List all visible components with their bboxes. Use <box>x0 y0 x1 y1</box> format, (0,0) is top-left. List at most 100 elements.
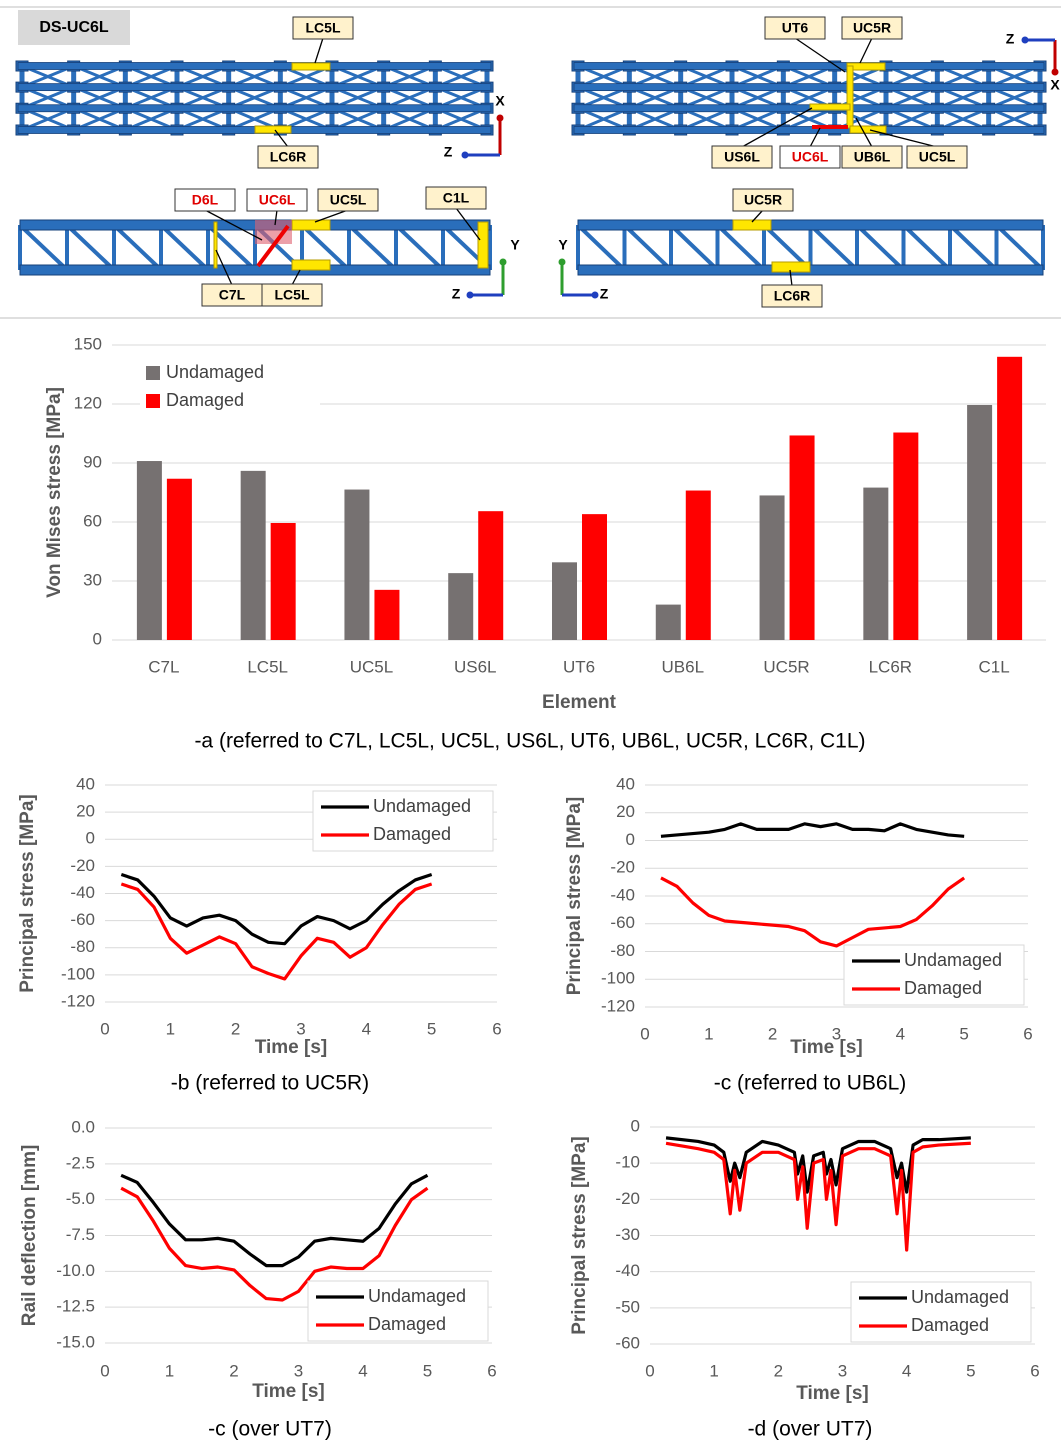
leader-line <box>741 107 813 148</box>
leader-line <box>314 37 324 64</box>
label-box <box>732 188 794 212</box>
leader-line <box>215 249 233 286</box>
legend-label: Undamaged <box>166 362 264 382</box>
leader-line <box>855 117 873 148</box>
y-tick-label: -60 <box>610 913 635 932</box>
axis-head <box>1051 68 1059 76</box>
member-label: C1L <box>443 190 470 206</box>
x-tick-label: 4 <box>896 1024 905 1043</box>
x-tick-label: C7L <box>148 657 179 676</box>
leader-line <box>274 209 278 226</box>
axis-head <box>591 291 599 299</box>
bar <box>967 404 993 640</box>
x-tick-label: UB6L <box>662 657 705 676</box>
y-tick-label: -120 <box>61 991 95 1010</box>
series-line <box>665 1136 971 1194</box>
bar <box>552 562 577 640</box>
member-label: US6L <box>724 149 760 165</box>
truss-member <box>952 227 994 268</box>
truss-member <box>304 227 347 268</box>
x-tick-label: 0 <box>100 1019 109 1038</box>
truss-member <box>580 227 622 268</box>
label-box <box>841 145 903 169</box>
y-tick-label: -100 <box>601 969 635 988</box>
bar <box>478 511 504 640</box>
y-tick-label: -7.5 <box>66 1225 95 1244</box>
y-tick-label: -60 <box>70 910 95 929</box>
bar <box>374 589 400 640</box>
x-tick-label: 3 <box>838 1361 847 1380</box>
leader-line <box>314 209 349 223</box>
truss-chord <box>573 83 1045 92</box>
truss-member <box>351 227 394 268</box>
truss-chord <box>17 62 492 70</box>
highlight <box>732 219 772 231</box>
x-tick-label: UC5L <box>350 657 393 676</box>
leader-line <box>455 207 481 241</box>
legend-box <box>307 1280 489 1342</box>
truss-chord <box>573 126 1045 134</box>
series-line <box>120 1186 429 1302</box>
x-tick-label: 5 <box>959 1024 968 1043</box>
axis-head <box>466 291 474 299</box>
y-tick-label: -20 <box>615 1189 640 1208</box>
axis-head <box>558 258 566 266</box>
bar <box>582 514 607 640</box>
x-tick-label: 0 <box>640 1024 649 1043</box>
y-axis-label: Von Mises stress [MPa] <box>44 387 65 598</box>
member-label: D6L <box>192 192 219 208</box>
truss-chord <box>19 264 491 276</box>
y-axis-label: Principal stress [MPa] <box>569 1136 590 1335</box>
axis-head <box>1021 36 1029 44</box>
x-tick-label: 1 <box>704 1024 713 1043</box>
highlight <box>846 65 854 129</box>
highlight <box>849 125 887 134</box>
truss-chord <box>17 104 492 113</box>
member-label: LC5L <box>306 20 341 36</box>
leader-line <box>794 37 846 73</box>
y-tick-label: 30 <box>83 570 102 589</box>
y-tick-label: 20 <box>76 802 95 821</box>
y-tick-label: -10 <box>615 1153 640 1172</box>
y-tick-label: 0.0 <box>71 1117 95 1136</box>
damaged-member <box>256 224 290 268</box>
highlight <box>809 103 851 111</box>
y-tick-label: 0 <box>631 1116 640 1135</box>
truss-member <box>116 227 159 268</box>
y-tick-label: 120 <box>74 393 102 412</box>
truss-member <box>766 227 808 268</box>
x-tick-label: 6 <box>487 1361 496 1380</box>
axis-head <box>461 151 469 159</box>
x-tick-label: 1 <box>709 1361 718 1380</box>
y-axis-label: Principal stress [MPa] <box>17 794 38 993</box>
legend-swatch <box>146 366 160 380</box>
x-tick-label: LC5L <box>247 657 288 676</box>
axis-letter: Z <box>1006 31 1015 47</box>
member-label: UC5R <box>853 20 891 36</box>
truss-member <box>69 227 112 268</box>
legend-label: Damaged <box>166 390 244 410</box>
label-box <box>764 16 826 40</box>
x-tick-label: 1 <box>165 1361 174 1380</box>
label-box <box>425 186 487 210</box>
axis-letter: Z <box>444 144 453 160</box>
x-tick-label: UT6 <box>563 657 595 676</box>
bar <box>448 573 474 640</box>
y-tick-label: 150 <box>74 334 102 353</box>
x-tick-label: 6 <box>1023 1024 1032 1043</box>
bar <box>270 522 296 640</box>
caption: -c (over UT7) <box>208 1418 332 1441</box>
member-label: UC6L <box>792 149 829 165</box>
x-tick-label: 2 <box>774 1361 783 1380</box>
series-line <box>660 876 966 948</box>
leader-line <box>859 37 873 64</box>
x-tick-label: 4 <box>362 1019 371 1038</box>
y-tick-label: 40 <box>76 774 95 793</box>
x-tick-label: 2 <box>768 1024 777 1043</box>
axis-letter: X <box>1050 77 1060 93</box>
x-tick-label: LC6R <box>869 657 912 676</box>
bar <box>655 604 681 640</box>
y-tick-label: 0 <box>86 829 95 848</box>
truss-member <box>720 227 762 268</box>
